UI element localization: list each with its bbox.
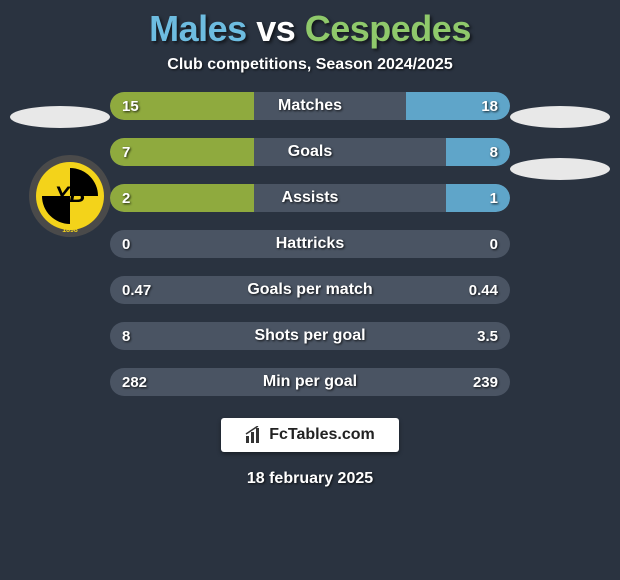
stat-bars: 1518Matches 78Goals 21Assists 00Hattricks 0.…	[110, 92, 510, 396]
svg-text:1898: 1898	[62, 227, 78, 234]
player-photo-left	[10, 106, 110, 128]
stat-label: Goals per match	[110, 276, 510, 304]
stat-label: Shots per goal	[110, 322, 510, 350]
stat-label: Hattricks	[110, 230, 510, 258]
player-photo-right-2	[510, 158, 610, 180]
player-photo-right	[510, 106, 610, 128]
title-vs: vs	[247, 8, 305, 49]
stat-label: Assists	[110, 184, 510, 212]
stat-label: Min per goal	[110, 368, 510, 396]
stat-label: Matches	[110, 92, 510, 120]
club-badge: YB 1898	[28, 154, 112, 238]
footer-logo: FcTables.com	[221, 418, 399, 452]
footer-logo-text: FcTables.com	[269, 426, 375, 444]
stat-row: 282239Min per goal	[110, 368, 510, 396]
content-wrapper: Males vs Cespedes Club competitions, Sea…	[0, 0, 620, 580]
title-player-left: Males	[149, 8, 247, 49]
subtitle: Club competitions, Season 2024/2025	[167, 56, 452, 74]
stat-row: 1518Matches	[110, 92, 510, 120]
club-badge-icon: YB 1898	[28, 154, 112, 238]
stat-label: Goals	[110, 138, 510, 166]
svg-text:YB: YB	[55, 182, 86, 207]
stat-row: 78Goals	[110, 138, 510, 166]
date: 18 february 2025	[247, 470, 373, 488]
stat-row: 00Hattricks	[110, 230, 510, 258]
comparison-title: Males vs Cespedes	[149, 8, 471, 50]
stat-row: 21Assists	[110, 184, 510, 212]
title-player-right: Cespedes	[305, 8, 471, 49]
stat-row: 83.5Shots per goal	[110, 322, 510, 350]
stats-area: YB 1898 1518Matches 78Goals 21Assists 00Hat…	[0, 92, 620, 396]
chart-icon	[245, 426, 263, 444]
stat-row: 0.470.44Goals per match	[110, 276, 510, 304]
